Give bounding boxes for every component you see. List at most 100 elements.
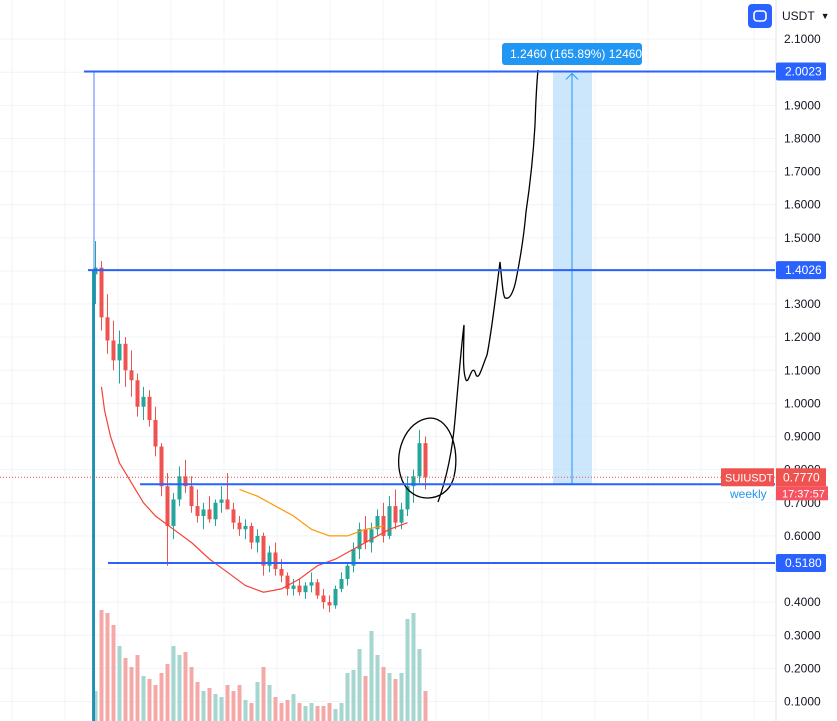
symbol-label: SUIUSDT (725, 472, 774, 484)
candle-body (129, 370, 134, 381)
candle-body (291, 585, 296, 589)
volume-bar (237, 685, 242, 721)
candle-body (387, 506, 392, 536)
volume-bar (261, 667, 266, 721)
y-tick-label: 0.2000 (784, 661, 821, 675)
candle-body (201, 509, 206, 517)
candle-body (417, 443, 422, 477)
candle-body (297, 585, 302, 593)
volume-bar (123, 658, 128, 721)
candle-body (159, 446, 164, 487)
level-label: 0.5180 (785, 556, 822, 570)
y-tick-label: 0.3000 (784, 628, 821, 642)
volume-bars (92, 270, 428, 721)
candle-body (423, 443, 428, 478)
candle-body (99, 267, 104, 318)
level-label: 1.4026 (785, 263, 822, 277)
candle-body (393, 506, 398, 523)
y-tick-label: 1.1000 (784, 363, 821, 377)
volume-bar (147, 679, 152, 721)
y-tick-label: 0.6000 (784, 529, 821, 543)
candle-body (357, 529, 362, 550)
volume-bar (243, 700, 248, 721)
y-tick-label: 0.9000 (784, 430, 821, 444)
y-tick-label: 0.4000 (784, 595, 821, 609)
candle-body (117, 343, 122, 361)
y-tick-label: 1.5000 (784, 231, 821, 245)
candle-body (231, 509, 236, 523)
volume-bar (189, 667, 194, 721)
level-label-bg (776, 261, 826, 280)
y-tick-label: 2.1000 (784, 32, 821, 46)
volume-bar (201, 691, 206, 721)
ma-red-line (100, 386, 408, 593)
candle-body (375, 516, 380, 530)
volume-bar (255, 682, 260, 721)
candle-body (165, 486, 170, 526)
volume-bar (183, 652, 188, 721)
volume-bar (105, 613, 110, 721)
volume-bar (279, 703, 284, 721)
candle-body (141, 396, 146, 407)
ma-orange-line (239, 488, 384, 537)
volume-bar (405, 619, 410, 721)
volume-bar (381, 667, 386, 721)
measure-label: 1.2460 (165.89%) 12460 (510, 47, 642, 61)
volume-bar (231, 691, 236, 721)
candle-body (195, 506, 200, 517)
currency-selector[interactable]: USDT ▼ (776, 4, 832, 28)
candle-body (177, 476, 182, 500)
volume-bar (99, 610, 104, 721)
candle-body (273, 552, 278, 570)
candle-body (267, 552, 272, 566)
candle-body (255, 535, 260, 543)
measure-label-bg (502, 43, 642, 65)
horizontal-levels (0, 70, 775, 565)
candle-body (333, 588, 338, 606)
candle-body (309, 582, 314, 586)
y-tick-label: 1.6000 (784, 198, 821, 212)
last-price-label: 0.7770 (783, 470, 820, 484)
countdown-bg (776, 486, 828, 501)
candle-body (123, 343, 128, 371)
candle-body (135, 380, 140, 407)
candle-body (153, 419, 158, 447)
volume-bar (177, 655, 182, 721)
candle-body (321, 595, 326, 603)
volume-bar (153, 685, 158, 721)
candle-body (411, 476, 416, 487)
candle-body (351, 549, 356, 566)
volume-bar (207, 688, 212, 721)
candle-body (363, 529, 368, 543)
hand-drawn-projection (437, 69, 539, 503)
measure-arrowhead (565, 72, 579, 80)
volume-bar (417, 649, 422, 721)
volume-bar (135, 655, 140, 721)
candle-body (399, 509, 404, 523)
drawings (93, 69, 592, 721)
y-tick-label: 0.1000 (784, 695, 821, 709)
axis-labels: 2.0023 1.4026 0.5180 0.7770 17:37:57 SUIUSDT w… (502, 43, 828, 573)
volume-bar (357, 649, 362, 721)
volume-bar (165, 664, 170, 721)
fullscreen-button[interactable] (748, 4, 772, 28)
candle-body (315, 582, 320, 596)
y-tick-label: 1.9000 (784, 98, 821, 112)
currency-label: USDT (782, 9, 815, 23)
volume-bar (273, 697, 278, 721)
volume-bar (171, 646, 176, 721)
candle-body (249, 525, 254, 543)
volume-bar (213, 694, 218, 721)
candle-body (345, 565, 350, 579)
y-tick-label: 1.7000 (784, 165, 821, 179)
volume-bar (117, 646, 122, 721)
y-tick-label: 1.0000 (784, 396, 821, 410)
volume-bar (219, 697, 224, 721)
volume-bar (195, 682, 200, 721)
volume-bar (399, 673, 404, 721)
volume-bar (339, 703, 344, 721)
volume-bar (297, 703, 302, 721)
candle-body (339, 578, 344, 589)
fullscreen-icon (753, 10, 767, 22)
